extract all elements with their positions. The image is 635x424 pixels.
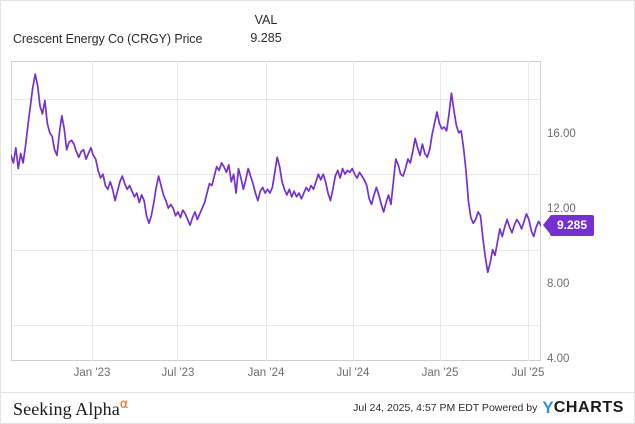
x-axis-label-3: Jul '24 bbox=[336, 367, 370, 379]
price-line-chart bbox=[11, 61, 541, 361]
x-axis-label-4: Jan '25 bbox=[421, 367, 459, 379]
y-axis-label-3: 4.00 bbox=[547, 353, 570, 365]
x-axis-label-1: Jul '23 bbox=[161, 367, 195, 379]
x-axis-label-2: Jan '24 bbox=[247, 367, 285, 379]
x-axis-label-5: Jul '25 bbox=[511, 367, 545, 379]
seeking-alpha-logo: Seeking Alphaα bbox=[13, 397, 128, 420]
price-line-path bbox=[11, 73, 541, 274]
badge-pointer-icon bbox=[543, 214, 551, 235]
seeking-alpha-wordmark: Seeking Alpha bbox=[13, 399, 120, 419]
footer-divider bbox=[1, 392, 634, 393]
plot-area[interactable] bbox=[11, 61, 541, 361]
footer-attribution: Jul 24, 2025, 4:57 PM EDT Powered by Y CH… bbox=[353, 398, 624, 417]
timestamp-label: Jul 24, 2025, 4:57 PM EDT Powered by bbox=[353, 402, 538, 414]
ycharts-wordmark: CHARTS bbox=[553, 399, 624, 416]
y-axis-label-0: 16.00 bbox=[547, 128, 576, 140]
y-axis-label-2: 8.00 bbox=[547, 278, 570, 290]
alpha-glyph-icon: α bbox=[119, 397, 129, 412]
val-column-value: 9.285 bbox=[250, 31, 282, 45]
badge-label: 9.285 bbox=[550, 214, 595, 236]
y-axis-label-1: 12.00 bbox=[547, 203, 576, 215]
ycharts-logo: Y CHARTS bbox=[542, 398, 624, 417]
value-column: VAL 9.285 bbox=[216, 11, 316, 47]
grid-lines bbox=[11, 61, 541, 361]
plot-frame bbox=[11, 61, 541, 361]
chart-header: Crescent Energy Co (CRGY) Price VAL 9.28… bbox=[1, 1, 634, 56]
ycharts-y-icon: Y bbox=[542, 398, 554, 417]
x-axis-label-0: Jan '23 bbox=[73, 367, 111, 379]
series-name-label: Crescent Energy Co (CRGY) Price bbox=[13, 32, 203, 46]
val-column-header: VAL bbox=[254, 13, 278, 27]
